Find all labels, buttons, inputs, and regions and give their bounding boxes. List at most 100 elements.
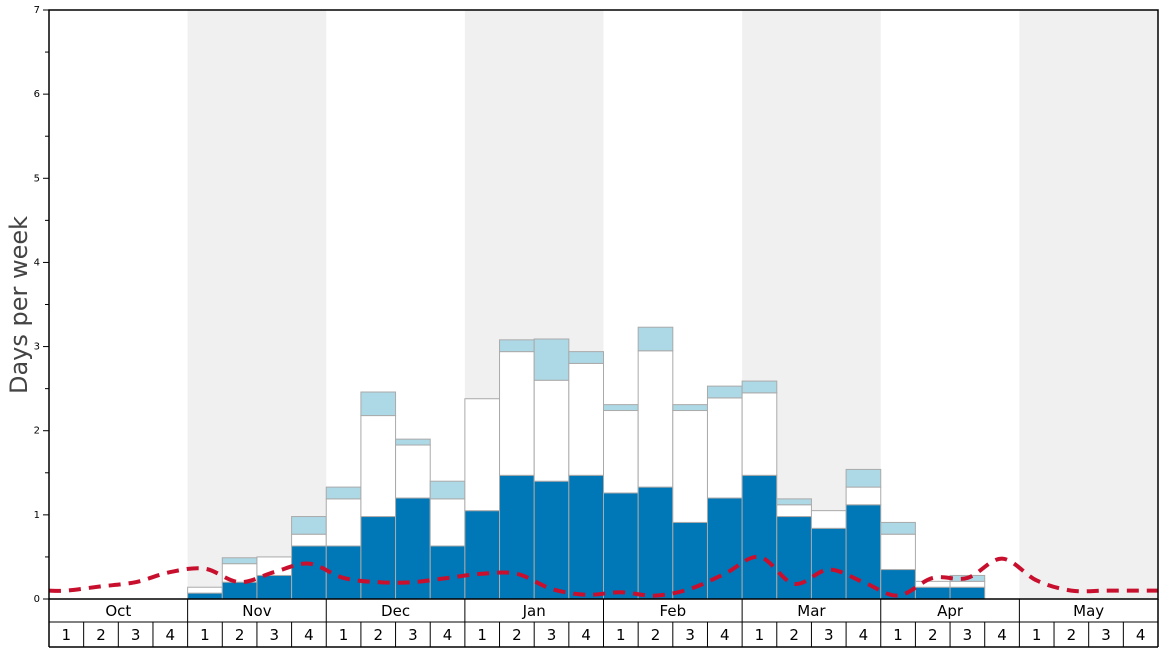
y-tick-label: 3 xyxy=(34,342,40,353)
week-label: 4 xyxy=(581,626,591,644)
week-label: 2 xyxy=(373,626,383,644)
week-label: 3 xyxy=(1101,626,1111,644)
bar-segment xyxy=(637,326,674,352)
y-tick-label: 5 xyxy=(34,173,40,184)
month-label-jan: Jan xyxy=(522,602,546,620)
month-label-nov: Nov xyxy=(242,602,271,620)
week-label: 3 xyxy=(131,626,141,644)
bar-segment xyxy=(949,580,986,588)
bar-segment xyxy=(845,486,882,506)
bar-segment xyxy=(776,516,812,600)
bar-segment xyxy=(325,486,362,500)
trend-line-layer xyxy=(48,554,1158,598)
bar-segment xyxy=(187,586,223,594)
month-label-oct: Oct xyxy=(105,602,131,620)
week-label: 4 xyxy=(720,626,730,644)
bar-segment xyxy=(325,498,362,547)
week-label: 1 xyxy=(339,626,349,644)
bar-segment xyxy=(845,504,882,600)
month-shade-nov xyxy=(187,10,327,599)
month-label-mar: Mar xyxy=(797,602,826,620)
bar-segment xyxy=(360,415,397,518)
week-label: 2 xyxy=(928,626,938,644)
bar-segment xyxy=(603,404,639,412)
bar-segment xyxy=(672,410,708,523)
y-tick-label: 6 xyxy=(34,89,40,100)
bar-segment xyxy=(603,492,639,600)
bar-segment xyxy=(360,391,397,417)
bar-segment xyxy=(706,497,743,600)
week-label: 1 xyxy=(62,626,72,644)
week-label: 1 xyxy=(755,626,765,644)
week-label: 2 xyxy=(651,626,661,644)
bar-segment xyxy=(499,351,535,476)
bar-segment xyxy=(291,545,327,600)
week-label: 1 xyxy=(1032,626,1042,644)
bar-segment xyxy=(464,510,501,600)
bar-segment xyxy=(810,527,847,600)
bar-segment xyxy=(706,397,743,499)
bar-segment xyxy=(706,385,743,399)
bar-segment xyxy=(845,468,882,488)
shaded-months-layer xyxy=(187,10,1158,599)
month-label-feb: Feb xyxy=(660,602,687,620)
week-label: 1 xyxy=(477,626,487,644)
bar-segment xyxy=(291,516,327,535)
week-label: 2 xyxy=(789,626,799,644)
week-label: 3 xyxy=(685,626,695,644)
week-label: 2 xyxy=(1067,626,1077,644)
bar-segment xyxy=(533,338,570,381)
bar-segment xyxy=(256,574,293,600)
bar-segment xyxy=(880,533,916,571)
bar-segment xyxy=(776,504,812,518)
y-tick-label: 0 xyxy=(34,594,40,605)
y-tick-label: 2 xyxy=(34,426,40,437)
bar-segment xyxy=(603,410,639,494)
month-label-apr: Apr xyxy=(937,602,964,620)
week-label: 2 xyxy=(512,626,522,644)
bar-segment xyxy=(429,480,466,500)
bar-segment xyxy=(429,498,466,547)
month-label-dec: Dec xyxy=(381,602,410,620)
y-tick-label: 7 xyxy=(34,5,40,16)
month-label-may: May xyxy=(1073,602,1104,620)
week-label: 4 xyxy=(859,626,869,644)
bar-segment xyxy=(776,498,812,506)
bar-segment xyxy=(395,444,431,499)
bar-segment xyxy=(533,379,570,482)
week-label: 4 xyxy=(443,626,453,644)
week-label: 4 xyxy=(997,626,1007,644)
y-tick-label: 1 xyxy=(34,510,40,521)
week-label: 2 xyxy=(235,626,245,644)
bar-segment xyxy=(533,480,570,600)
bar-segment xyxy=(291,533,327,547)
bar-segment xyxy=(914,586,951,600)
week-label: 3 xyxy=(547,626,557,644)
bar-segment xyxy=(741,380,778,394)
week-label: 3 xyxy=(408,626,418,644)
bar-segment xyxy=(914,580,951,588)
bar-segment xyxy=(187,592,223,600)
bar-segment xyxy=(672,521,708,600)
bar-segment xyxy=(810,510,847,529)
bar-segment xyxy=(395,438,431,446)
y-tick-label: 4 xyxy=(34,257,40,268)
bar-segment xyxy=(741,392,778,476)
week-label: 2 xyxy=(96,626,106,644)
bar-segment xyxy=(637,350,674,488)
week-label: 4 xyxy=(166,626,176,644)
week-label: 1 xyxy=(616,626,626,644)
bar-segment xyxy=(568,351,604,364)
bar-segment xyxy=(499,474,535,600)
axes-layer: 0 1 2 3 4 5 6 7 Oct 1 2 3 4 Nov 1 2 3 4 Dec 1 2 3 4 Jan 1 2 3 4 Feb 1… xyxy=(34,5,1159,648)
bar-segment xyxy=(464,398,501,512)
bar-segment xyxy=(221,581,258,600)
week-label: 3 xyxy=(963,626,973,644)
y-axis-title: Days per week xyxy=(5,216,33,394)
bar-segment xyxy=(949,586,986,600)
bar-segment xyxy=(360,516,397,600)
week-label: 1 xyxy=(893,626,903,644)
bar-segment xyxy=(880,521,916,535)
bar-segment xyxy=(672,404,708,412)
